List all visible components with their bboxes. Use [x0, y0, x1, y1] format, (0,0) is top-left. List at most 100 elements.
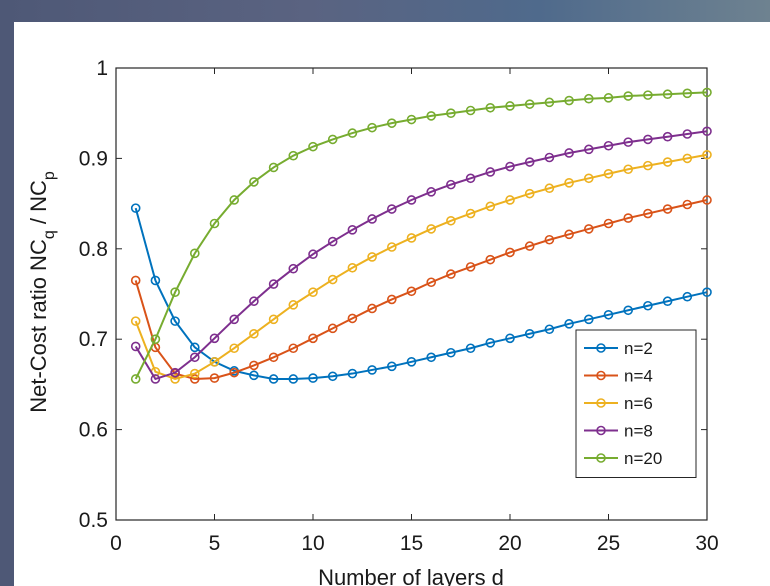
data-point	[308, 141, 318, 152]
data-point	[583, 314, 594, 325]
y-tick-label: 0.7	[79, 328, 108, 351]
data-point	[426, 187, 437, 197]
y-tick-label: 0.9	[79, 147, 108, 170]
data-point	[662, 296, 673, 307]
data-point	[190, 352, 200, 363]
legend-item: n=4	[584, 367, 653, 386]
x-axis: 0 5 10 15 20 25 30	[110, 68, 719, 555]
x-tick-label: 10	[301, 532, 324, 555]
data-point	[209, 218, 220, 229]
series-n-20	[130, 87, 712, 384]
data-point	[505, 247, 515, 258]
data-point	[662, 131, 673, 142]
data-point	[544, 152, 555, 163]
legend: n=2 n=4 n=6 n=8 n=20	[575, 329, 697, 478]
data-point	[367, 365, 377, 375]
data-point	[426, 277, 437, 288]
data-point	[288, 263, 299, 274]
legend-item: n=2	[584, 339, 653, 358]
data-point	[564, 95, 574, 106]
x-tick-label: 5	[209, 532, 221, 555]
data-point	[446, 179, 456, 190]
data-point	[229, 367, 239, 378]
data-point	[308, 333, 318, 344]
data-point	[249, 296, 259, 307]
data-point	[170, 367, 180, 378]
data-point	[209, 333, 220, 344]
data-point	[643, 90, 653, 100]
data-point	[288, 300, 299, 310]
series-n-4	[130, 195, 712, 384]
y-tick-label: 0.6	[79, 419, 108, 442]
data-point	[662, 204, 673, 214]
data-point	[347, 313, 358, 324]
data-point	[268, 162, 279, 173]
data-point	[564, 319, 574, 329]
data-point	[702, 149, 712, 160]
data-point	[347, 225, 358, 235]
data-point	[308, 287, 318, 297]
data-point	[505, 161, 515, 172]
data-point	[623, 213, 634, 223]
data-point	[406, 233, 417, 243]
data-point	[249, 177, 259, 187]
y-axis-label-sub-p: p	[41, 171, 58, 180]
data-point	[662, 89, 673, 100]
data-point	[544, 234, 555, 245]
y-axis: 0.5 0.6 0.7 0.8 0.9 1	[79, 57, 707, 532]
data-point	[682, 153, 693, 164]
data-point	[702, 195, 712, 205]
x-tick-label: 20	[498, 532, 521, 555]
legend-label: n=20	[624, 449, 662, 468]
data-point	[249, 328, 259, 339]
data-point	[327, 134, 338, 145]
data-point	[130, 316, 141, 326]
data-point	[682, 88, 693, 99]
legend-swatch-marker	[596, 453, 606, 463]
data-point	[485, 167, 496, 177]
data-point	[268, 314, 279, 325]
data-point	[367, 214, 377, 224]
data-point	[406, 195, 417, 205]
data-point	[347, 128, 358, 138]
data-point	[583, 93, 594, 104]
data-point	[130, 275, 141, 286]
data-point	[170, 316, 180, 326]
y-axis-label-sub-q: q	[41, 230, 58, 239]
y-tick-label: 0.5	[79, 509, 108, 532]
data-point	[308, 373, 318, 383]
data-point	[564, 178, 574, 188]
legend-label: n=2	[624, 339, 653, 358]
data-point	[702, 126, 712, 137]
data-point	[347, 262, 358, 273]
data-point	[288, 374, 299, 384]
data-point	[386, 294, 397, 305]
y-tick-label: 1	[96, 57, 108, 80]
data-point	[446, 347, 456, 358]
y-tick-label: 0.8	[79, 238, 108, 261]
data-point	[327, 274, 338, 285]
data-point	[465, 343, 476, 354]
data-point	[682, 129, 693, 139]
data-point	[623, 91, 634, 101]
x-tick-label: 0	[110, 532, 122, 555]
data-point	[465, 208, 476, 219]
data-point	[524, 328, 535, 339]
data-point	[485, 254, 496, 265]
data-point	[524, 99, 535, 109]
data-point	[544, 324, 555, 335]
data-point	[268, 352, 279, 363]
legend-swatch-marker	[596, 425, 606, 436]
data-point	[170, 374, 180, 384]
data-point	[406, 286, 417, 297]
data-point	[190, 374, 200, 384]
data-point	[288, 343, 299, 354]
data-point	[446, 108, 456, 118]
data-point	[367, 122, 377, 133]
data-point	[682, 291, 693, 302]
x-tick-label: 30	[695, 532, 718, 555]
data-point	[406, 114, 417, 125]
data-point	[130, 341, 141, 352]
data-point	[643, 300, 653, 311]
data-point	[505, 101, 515, 111]
